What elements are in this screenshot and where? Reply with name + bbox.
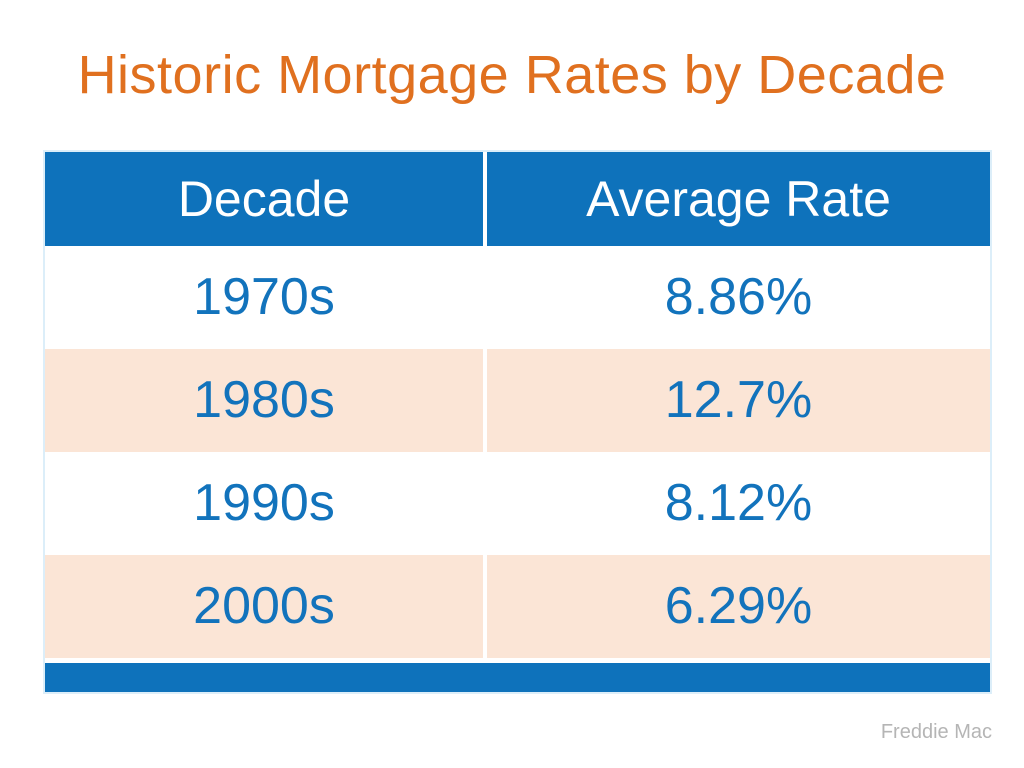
table-bottom-gap (45, 658, 990, 663)
rates-table: Decade Average Rate 1970s 8.86% 1980s 12… (43, 150, 992, 694)
decade-cell: 1970s (45, 246, 483, 349)
decade-cell: 1990s (45, 452, 483, 555)
table-row-1980s: 1980s 12.7% (45, 349, 990, 452)
source-attribution: Freddie Mac (880, 721, 992, 743)
rate-cell: 8.86% (487, 246, 990, 349)
rate-cell: 8.12% (487, 452, 990, 555)
table-bottom-bar (45, 663, 990, 692)
rate-cell: 12.7% (487, 349, 990, 452)
table-header-row: Decade Average Rate (45, 152, 990, 246)
page-title: Historic Mortgage Rates by Decade (77, 45, 947, 105)
decade-cell: 2000s (45, 555, 483, 658)
table-row-1970s: 1970s 8.86% (45, 246, 990, 349)
rate-cell: 6.29% (487, 555, 990, 658)
column-header-decade: Decade (45, 152, 483, 246)
column-header-average-rate: Average Rate (487, 152, 990, 246)
table-row-1990s: 1990s 8.12% (45, 452, 990, 555)
decade-cell: 1980s (45, 349, 483, 452)
table-row-2000s: 2000s 6.29% (45, 555, 990, 658)
